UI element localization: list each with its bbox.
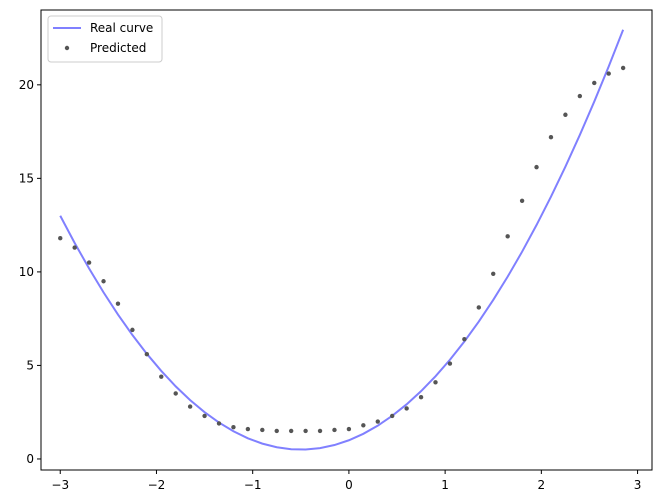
y-tick-label: 20	[19, 78, 34, 92]
legend-label: Predicted	[90, 41, 146, 55]
predicted-point	[346, 426, 352, 432]
predicted-point	[187, 404, 193, 409]
predicted-point	[548, 135, 554, 140]
predicted-point	[462, 337, 467, 342]
predicted-point	[303, 428, 308, 434]
x-tick-label: −1	[244, 478, 262, 492]
plot-frame	[40, 9, 653, 471]
y-tick-label: 15	[19, 171, 34, 185]
predicted-point	[288, 428, 294, 434]
predicted-point	[101, 279, 106, 284]
predicted-point	[86, 260, 92, 265]
predicted-point	[577, 93, 583, 99]
predicted-point	[173, 391, 178, 396]
predicted-point	[332, 427, 337, 433]
predicted-point	[433, 380, 438, 385]
predicted-point	[144, 352, 150, 357]
predicted-point	[361, 423, 366, 428]
x-tick-label: 3	[634, 478, 642, 492]
predicted-point	[476, 305, 482, 310]
y-tick-label: 5	[26, 358, 34, 372]
predicted-point	[592, 80, 597, 86]
predicted-point	[159, 374, 164, 379]
legend-swatch	[64, 45, 70, 51]
y-tick-label: 10	[19, 265, 34, 279]
x-tick-label: −2	[148, 478, 166, 492]
predicted-point	[202, 413, 207, 419]
predicted-point	[58, 236, 63, 241]
x-tick-label: 0	[345, 478, 353, 492]
predicted-point	[534, 164, 539, 170]
predicted-point	[260, 427, 265, 433]
predicted-point	[130, 327, 135, 333]
y-tick-label: 0	[26, 452, 34, 466]
predicted-point	[491, 271, 496, 276]
predicted-point	[72, 245, 77, 250]
predicted-point	[505, 234, 510, 239]
predicted-point	[404, 406, 409, 411]
predicted-point	[606, 71, 611, 76]
x-tick-label: 2	[538, 478, 546, 492]
predicted-point	[317, 428, 323, 434]
predicted-point	[245, 426, 251, 432]
predicted-point	[231, 424, 236, 430]
predicted-point	[390, 413, 395, 419]
predicted-point	[115, 301, 121, 306]
predicted-point	[274, 428, 279, 434]
legend-label: Real curve	[90, 21, 153, 35]
predicted-point	[447, 361, 453, 366]
predicted-point	[620, 65, 626, 71]
predicted-point	[216, 421, 222, 426]
predicted-point	[563, 112, 568, 117]
x-tick-label: 1	[441, 478, 449, 492]
predicted-point	[418, 395, 424, 400]
predicted-point	[519, 198, 525, 204]
x-tick-label: −3	[51, 478, 69, 492]
predicted-point	[375, 419, 380, 424]
real-curve-line	[59, 29, 625, 451]
